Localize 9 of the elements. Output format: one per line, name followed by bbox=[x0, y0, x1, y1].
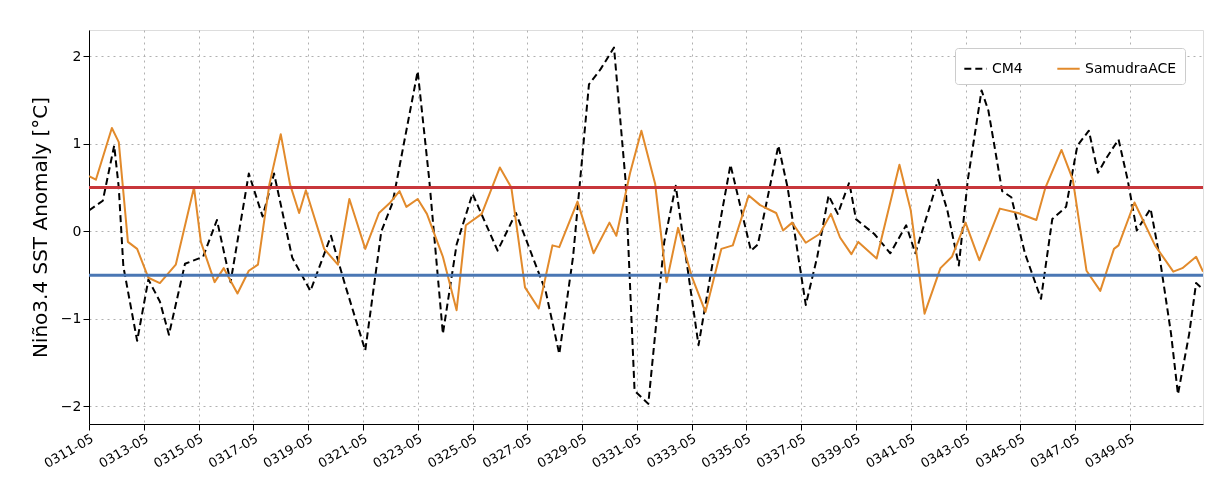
y-tick-label: 2 bbox=[72, 47, 82, 64]
line-series bbox=[89, 127, 1203, 315]
y-tick-label: 1 bbox=[72, 135, 82, 152]
legend-label: CM4 bbox=[992, 59, 1023, 76]
legend-label: SamudraACE bbox=[1085, 59, 1177, 76]
y-tick-label: −1 bbox=[60, 310, 82, 327]
y-axis-title: Niño3.4 SST Anomaly [°C] bbox=[27, 96, 52, 359]
y-tick-label: 0 bbox=[72, 222, 82, 239]
y-tick-label: −2 bbox=[60, 397, 82, 414]
